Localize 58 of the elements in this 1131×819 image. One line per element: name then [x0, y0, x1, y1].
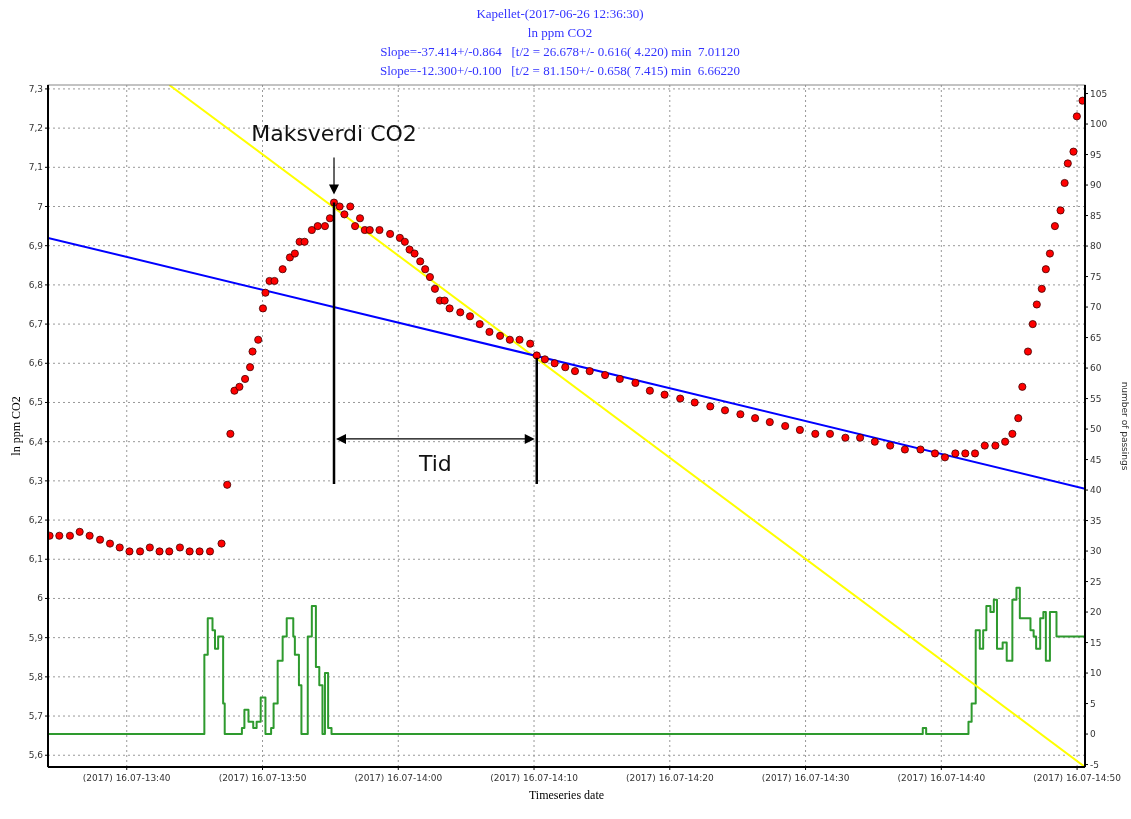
y-tick-label: 5,9: [28, 632, 44, 643]
text: Slope=-37.414+/-0.864 [t/2 = 26.678+/- 0.616( 4.220) min 7.01120: [380, 44, 740, 59]
y2-tick-label: 55: [1090, 393, 1102, 404]
annotation: Tid: [417, 450, 452, 476]
y-tick-label: 7,2: [28, 123, 43, 134]
chart-title: Kapellet-(2017-06-26 12:36:30): [476, 6, 644, 21]
y2-tick-label: 40: [1090, 485, 1102, 496]
y2-tick-label: -5: [1090, 759, 1099, 770]
y-tick-label: 6,4: [28, 436, 44, 447]
y2-tick-label: 100: [1090, 119, 1108, 130]
x-tick-label: (2017) 16.07-13:50: [218, 773, 307, 783]
y-tick-label: 6,6: [28, 358, 44, 369]
y-tick-label: 6,1: [28, 554, 43, 565]
y2-tick-label: 90: [1090, 180, 1102, 191]
y-tick-label: 7,3: [28, 83, 43, 94]
y2-tick-label: 20: [1090, 607, 1102, 618]
y-tick-label: 5,7: [28, 711, 43, 722]
y-tick-label: 6,3: [28, 475, 43, 486]
x-tick-label: (2017) 16.07-14:20: [625, 773, 714, 783]
y2-tick-label: 0: [1090, 729, 1096, 740]
y-tick-label: 6,7: [28, 319, 43, 330]
text: Slope=-12.300+/-0.100 [t/2 = 81.150+/- 0.658( 7.415) min 6.66220: [379, 63, 741, 78]
x-tick-label: (2017) 16.07-13:40: [82, 773, 171, 783]
y2-tick-label: 95: [1090, 149, 1102, 160]
chart-subtitle: ln ppm CO2: [527, 25, 593, 40]
x-tick-label: (2017) 16.07-14:50: [1033, 773, 1122, 783]
y2-tick-label: 85: [1090, 210, 1102, 221]
y2-tick-label: 10: [1090, 668, 1102, 679]
x-tick-label: (2017) 16.07-14:10: [490, 773, 579, 783]
x-axis-title: Timeseries date: [528, 788, 605, 802]
y-tick-label: 6,5: [28, 397, 43, 408]
y2-tick-label: 15: [1090, 637, 1102, 648]
y2-tick-label: 45: [1090, 454, 1102, 465]
y-tick-label: 6,2: [28, 515, 43, 526]
y-tick-label: 6: [37, 593, 44, 604]
y2-tick-label: 105: [1090, 88, 1108, 99]
x-tick-label: (2017) 16.07-14:30: [761, 773, 850, 783]
y2-tick-label: 60: [1090, 363, 1102, 374]
y2-axis-title: number of passings: [1120, 381, 1130, 471]
y2-tick-label: 25: [1090, 576, 1102, 587]
y-tick-label: 6,9: [28, 240, 44, 251]
y-tick-label: 7: [37, 201, 43, 212]
y-tick-label: 5,8: [28, 671, 44, 682]
y-tick-label: 7,1: [28, 162, 43, 173]
x-tick-label: (2017) 16.07-14:00: [354, 773, 443, 783]
y2-tick-label: 50: [1090, 424, 1102, 435]
y2-tick-label: 80: [1090, 241, 1102, 252]
y-tick-label: 6,8: [28, 279, 44, 290]
y2-tick-label: 5: [1090, 698, 1096, 709]
x-tick-label: (2017) 16.07-14:40: [897, 773, 986, 783]
y-tick-label: 5,6: [28, 750, 44, 761]
y2-tick-label: 65: [1090, 332, 1102, 343]
y2-tick-label: 30: [1090, 546, 1102, 557]
y-axis-title: ln ppm CO2: [9, 396, 23, 456]
annotation: Maksverdi CO2: [251, 120, 417, 146]
y2-tick-label: 70: [1090, 302, 1102, 313]
y2-tick-label: 35: [1090, 515, 1102, 526]
y2-tick-label: 75: [1090, 271, 1102, 282]
